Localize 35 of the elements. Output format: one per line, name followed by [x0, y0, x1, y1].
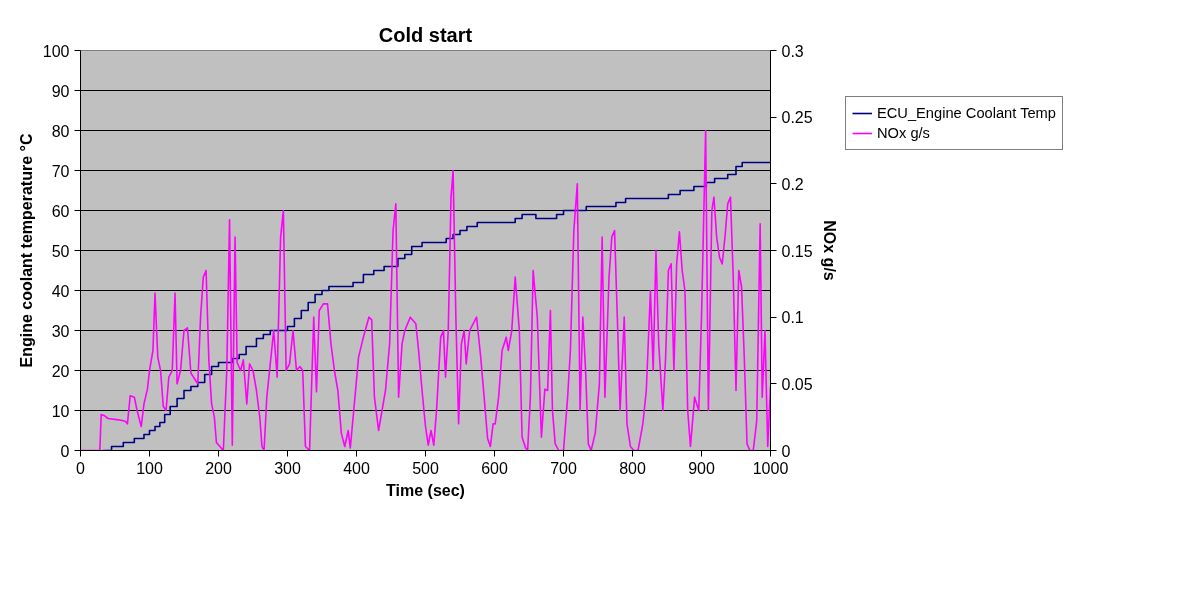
y2-tick-label: 0.25	[781, 109, 813, 127]
y-tick-label: 0	[60, 442, 70, 460]
y2-tick-label: 0.3	[781, 42, 804, 60]
x-tick-label: 400	[343, 459, 370, 477]
x-tick-label: 900	[688, 459, 715, 477]
y-axis-title: Engine coolant temperature °C	[17, 133, 35, 368]
y-tick-label: 50	[51, 242, 70, 260]
legend-label: ECU_Engine Coolant Temp	[877, 105, 1056, 121]
x-tick-label: 600	[481, 459, 508, 477]
chart-title: Cold start	[378, 23, 473, 46]
y-tick-label: 40	[51, 282, 70, 300]
y-tick-label: 10	[51, 402, 70, 420]
y-tick-label: 80	[51, 122, 70, 140]
y-tick-label: 60	[51, 202, 70, 220]
legend-label: NOx g/s	[877, 125, 930, 141]
y2-axis-title: NOx g/s	[820, 220, 838, 281]
x-axis-title: Time (sec)	[386, 481, 465, 499]
y2-tick-label: 0	[781, 442, 791, 460]
y2-tick-label: 0.05	[781, 375, 813, 393]
y-tick-label: 100	[42, 42, 70, 60]
y-tick-label: 70	[51, 162, 70, 180]
x-tick-label: 1000	[752, 459, 789, 477]
x-tick-label: 0	[76, 459, 86, 477]
y2-tick-label: 0.2	[781, 175, 804, 193]
y-tick-label: 20	[51, 362, 70, 380]
x-tick-label: 300	[274, 459, 301, 477]
x-tick-label: 800	[619, 459, 646, 477]
x-tick-label: 500	[412, 459, 439, 477]
x-tick-label: 700	[550, 459, 577, 477]
x-tick-label: 200	[205, 459, 232, 477]
y2-tick-label: 0.1	[781, 309, 804, 327]
x-tick-label: 100	[136, 459, 163, 477]
y2-tick-label: 0.15	[781, 242, 813, 260]
y-tick-label: 90	[51, 82, 70, 100]
y-tick-label: 30	[51, 322, 70, 340]
